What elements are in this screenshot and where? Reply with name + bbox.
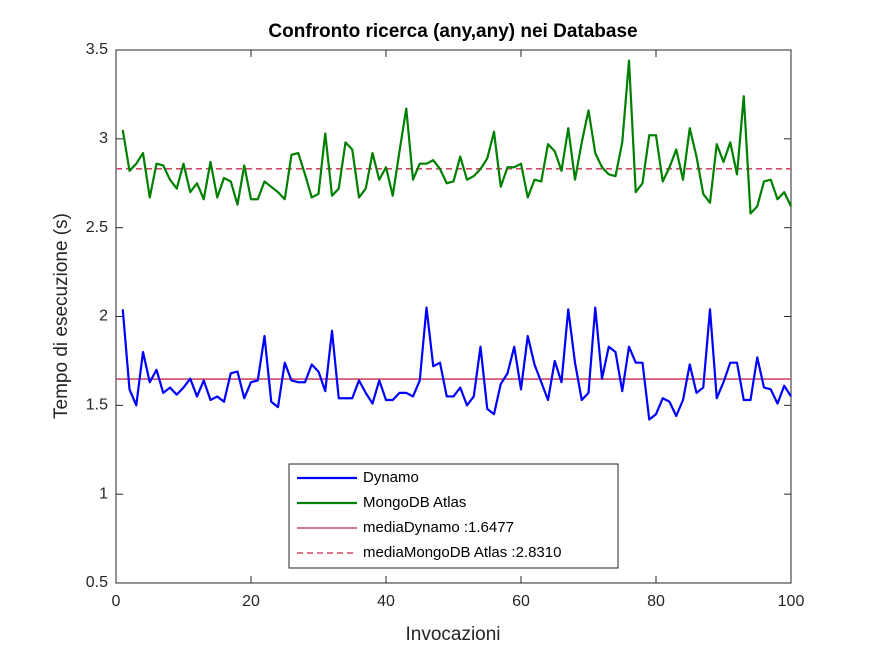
x-tick-label: 60 <box>512 593 530 610</box>
y-tick-label: 2.5 <box>86 219 108 236</box>
x-tick-label: 20 <box>242 593 260 610</box>
y-tick-label: 2 <box>99 308 108 325</box>
legend-label: mediaDynamo :1.6477 <box>363 519 514 536</box>
x-tick-label: 80 <box>647 593 665 610</box>
y-tick-label: 3.5 <box>86 41 108 58</box>
legend <box>288 463 619 569</box>
x-tick-label: 0 <box>112 593 121 610</box>
y-axis-label: Tempo di esecuzione (s) <box>51 213 72 419</box>
series-line <box>121 306 792 421</box>
y-tick-label: 3 <box>99 130 108 147</box>
y-tick-label: 0.5 <box>86 574 108 591</box>
x-tick-label: 40 <box>377 593 395 610</box>
series-line <box>121 59 792 215</box>
legend-label: Dynamo <box>363 469 419 486</box>
x-axis-label: Invocazioni <box>405 624 500 645</box>
x-tick-label: 100 <box>778 593 805 610</box>
y-tick-label: 1 <box>99 485 108 502</box>
legend-label: mediaMongoDB Atlas :2.8310 <box>363 544 561 561</box>
y-tick-label: 1.5 <box>86 397 108 414</box>
legend-label: MongoDB Atlas <box>363 494 466 511</box>
chart-title: Confronto ricerca (any,any) nei Database <box>268 21 637 42</box>
